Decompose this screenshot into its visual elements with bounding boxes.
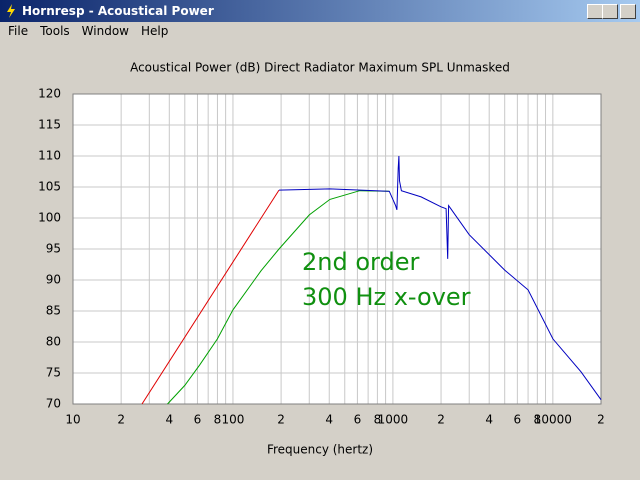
x-tick-label: 8 xyxy=(374,413,382,427)
y-tick-label: 110 xyxy=(38,149,61,163)
menu-item[interactable]: Help xyxy=(140,24,169,38)
annotation: 300 Hz x-over xyxy=(302,283,471,311)
menu-item[interactable]: Tools xyxy=(40,24,70,38)
menu-bar: File Tools Window Help xyxy=(0,22,172,40)
chart: Acoustical Power (dB) Direct Radiator Ma… xyxy=(38,61,605,457)
series-line xyxy=(167,190,390,405)
x-tick-label: 8 xyxy=(214,413,222,427)
x-tick-label: 2 xyxy=(597,413,605,427)
window-title: Hornresp - Acoustical Power xyxy=(22,4,214,18)
y-tick-label: 120 xyxy=(38,87,61,101)
plot-border xyxy=(72,93,602,405)
y-tick-label: 100 xyxy=(38,211,61,225)
x-tick-label: 6 xyxy=(354,413,362,427)
y-tick-label: 75 xyxy=(46,366,61,380)
title-bar: Hornresp - Acoustical Power xyxy=(0,0,640,22)
y-tick-label: 80 xyxy=(46,335,61,349)
x-tick-label: 8 xyxy=(534,413,542,427)
chart-title: Acoustical Power (dB) Direct Radiator Ma… xyxy=(130,61,510,75)
app-icon xyxy=(7,4,15,18)
menu-item[interactable]: File xyxy=(8,24,29,38)
y-tick-label: 90 xyxy=(46,273,61,287)
x-tick-label: 1000 xyxy=(378,413,409,427)
x-tick-label: 2 xyxy=(117,413,125,427)
annotation: 2nd order xyxy=(302,248,419,276)
x-axis-label: Frequency (hertz) xyxy=(267,443,373,457)
series-line xyxy=(141,189,280,405)
x-tick-label: 10000 xyxy=(534,413,572,427)
x-tick-label: 6 xyxy=(514,413,522,427)
maximize-button[interactable] xyxy=(602,4,618,19)
x-tick-label: 4 xyxy=(165,413,173,427)
x-tick-label: 2 xyxy=(277,413,285,427)
x-tick-label: 10 xyxy=(65,413,80,427)
minimize-button[interactable] xyxy=(587,4,603,19)
x-tick-label: 4 xyxy=(485,413,493,427)
series-line xyxy=(278,155,602,400)
y-tick-label: 70 xyxy=(46,397,61,411)
x-tick-label: 6 xyxy=(194,413,202,427)
x-tick-label: 4 xyxy=(325,413,333,427)
y-tick-label: 85 xyxy=(46,304,61,318)
close-button[interactable] xyxy=(620,4,636,19)
y-tick-label: 105 xyxy=(38,180,61,194)
y-tick-label: 95 xyxy=(46,242,61,256)
y-tick-label: 115 xyxy=(38,118,61,132)
x-tick-label: 100 xyxy=(221,413,244,427)
menu-item[interactable]: Window xyxy=(81,24,129,38)
x-tick-label: 2 xyxy=(437,413,445,427)
